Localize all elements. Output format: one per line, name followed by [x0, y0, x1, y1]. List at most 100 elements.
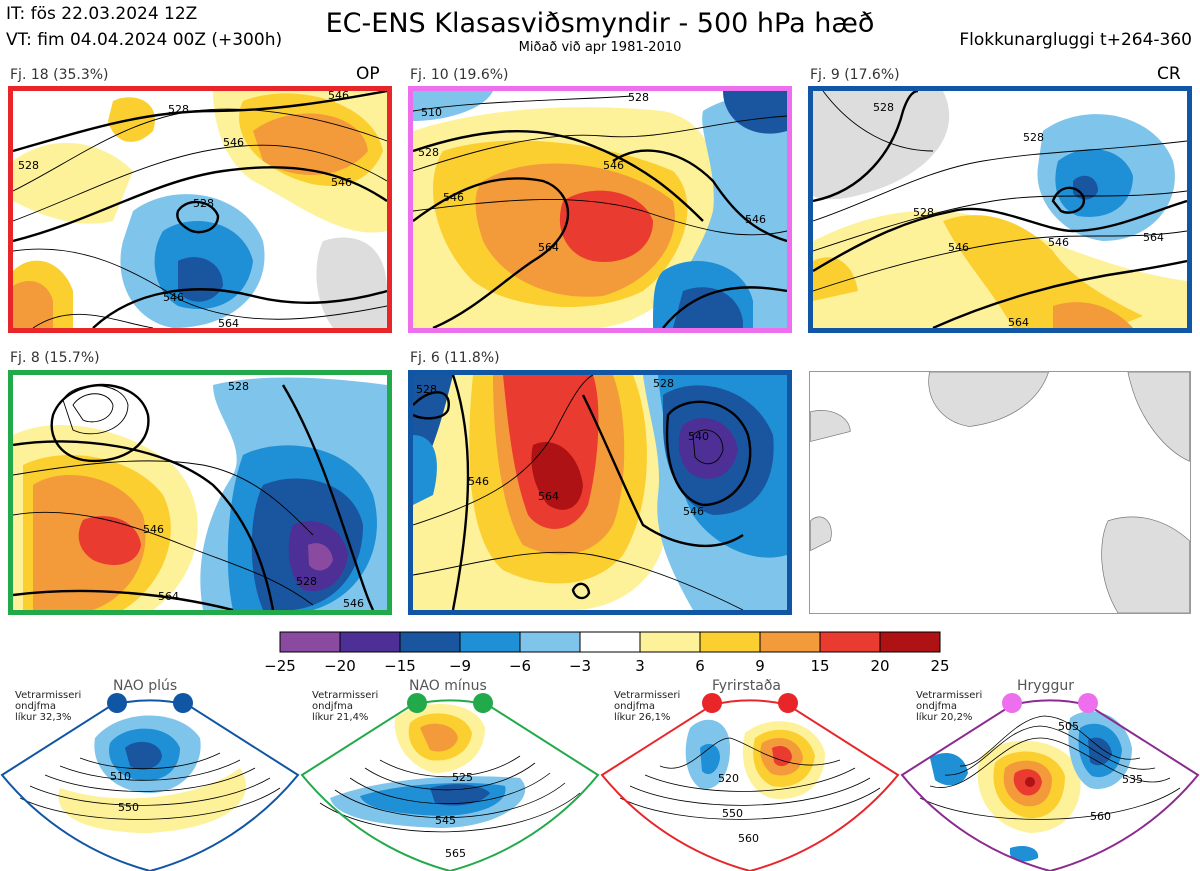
iso-label: 565 — [445, 847, 466, 860]
iso-label: 528 — [913, 206, 934, 219]
iso-label: 546 — [1048, 236, 1069, 249]
empty-map-graphic — [810, 372, 1190, 613]
empty-map-panel — [809, 371, 1191, 614]
iso-label: 528 — [416, 383, 437, 396]
cluster-3-tag: CR — [1157, 64, 1181, 84]
iso-label: 546 — [143, 523, 164, 536]
colorbar-tick-label: 3 — [635, 657, 645, 675]
regime-title: NAO mínus — [409, 678, 487, 694]
regime-dot — [1002, 693, 1022, 713]
regime-title: Fyrirstaða — [712, 678, 781, 694]
iso-label: 545 — [435, 814, 456, 827]
chart-title: EC-ENS Klasasviðsmyndir - 500 hPa hæð — [325, 8, 875, 39]
cluster-4-label: Fj. 8 (15.7%) — [10, 350, 100, 366]
iso-label: 546 — [328, 91, 349, 102]
colorbar-tick-label: 25 — [930, 657, 950, 675]
regime-panel-nao-minus: 525 545 565 NAO mínus Vetrarmisseri ondjf… — [300, 678, 600, 871]
regime-note: Vetrarmisseri ondjfma líkur 32,3% — [15, 690, 82, 723]
iso-label: 528 — [1023, 131, 1044, 144]
colorbar-tick-label: −20 — [324, 657, 356, 675]
iso-label: 546 — [745, 213, 766, 226]
colorbar-tick-label: −3 — [568, 657, 592, 675]
colorbar-tick-label: 6 — [695, 657, 705, 675]
colorbar-tick-label: 9 — [755, 657, 765, 675]
iso-label: 564 — [538, 490, 559, 503]
colorbar-segment — [639, 631, 701, 653]
colorbar-segment — [519, 631, 581, 653]
iso-label: 528 — [228, 380, 249, 393]
cluster-map-3-graphic: 528 528 546 528 546 564 564 — [813, 91, 1187, 328]
colorbar-tick-label: −25 — [264, 657, 296, 675]
iso-label: 528 — [418, 146, 439, 159]
cluster-map-3: 528 528 546 528 546 564 564 — [808, 86, 1192, 333]
iso-label: 546 — [163, 291, 184, 304]
iso-label: 546 — [443, 191, 464, 204]
iso-label: 535 — [1122, 773, 1143, 786]
regime-note: Vetrarmisseri ondjfma líkur 21,4% — [312, 690, 379, 723]
cluster-map-5-graphic: 528 546 564 540 546 528 — [413, 375, 787, 610]
chart-subtitle: Miðað við apr 1981-2010 — [518, 40, 682, 55]
colorbar-segment — [459, 631, 521, 653]
iso-label: 546 — [343, 597, 364, 610]
iso-label: 528 — [873, 101, 894, 114]
regime-title: NAO plús — [113, 678, 178, 694]
iso-label: 546 — [948, 241, 969, 254]
iso-label: 550 — [118, 801, 139, 814]
regime-panel-blocking: 520 550 560 Fyrirstaða Vetrarmisseri ondj… — [600, 678, 900, 871]
colorbar-segment — [339, 631, 401, 653]
cluster-5-label: Fj. 6 (11.8%) — [410, 350, 500, 366]
iso-label: 546 — [468, 475, 489, 488]
regime-dot — [473, 693, 493, 713]
regime-dot — [1078, 693, 1098, 713]
iso-label: 525 — [452, 771, 473, 784]
iso-label: 546 — [683, 505, 704, 518]
iso-label: 528 — [653, 377, 674, 390]
regime-note: Vetrarmisseri ondjfma líkur 26,1% — [614, 690, 681, 723]
regime-map-blocking: 520 550 560 — [600, 693, 900, 871]
iso-label: 564 — [538, 241, 559, 254]
iso-label: 510 — [421, 106, 442, 119]
iso-label: 564 — [158, 590, 179, 603]
cluster-1-tag: OP — [356, 64, 380, 84]
iso-label: 546 — [603, 159, 624, 172]
iso-label: 528 — [628, 91, 649, 104]
valid-time: VT: fim 04.04.2024 00Z (+300h) — [6, 30, 283, 50]
colorbar-tick-label: −9 — [448, 657, 472, 675]
iso-label: 528 — [296, 575, 317, 588]
iso-label: 528 — [193, 197, 214, 210]
iso-label: 505 — [1058, 720, 1079, 733]
colorbar-tick-label: 20 — [870, 657, 890, 675]
regime-dot — [107, 693, 127, 713]
regime-title: Hryggur — [1017, 678, 1074, 694]
iso-label: 546 — [331, 176, 352, 189]
cluster-map-4: 546 564 528 528 546 — [8, 370, 392, 615]
iso-label: 546 — [223, 136, 244, 149]
cluster-map-1-graphic: 528 528 546 546 528 546 546 564 — [13, 91, 387, 328]
regime-map-nao-minus: 525 545 565 — [300, 693, 600, 871]
regime-note: Vetrarmisseri ondjfma líkur 20,2% — [916, 690, 983, 723]
iso-label: 564 — [218, 317, 239, 328]
classification-window: Flokkunargluggi t+264-360 — [959, 30, 1192, 50]
regime-dot — [778, 693, 798, 713]
regime-map-ridge: 505 535 560 — [900, 693, 1200, 871]
colorbar-segment — [399, 631, 461, 653]
iso-label: 564 — [1143, 231, 1164, 244]
init-time: IT: fös 22.03.2024 12Z — [6, 4, 198, 24]
regime-map-nao-plus: 510 550 — [0, 693, 300, 871]
cluster-map-2-graphic: 510 528 546 564 546 546 528 — [413, 91, 787, 328]
cluster-2-label: Fj. 10 (19.6%) — [410, 67, 509, 83]
cluster-map-4-graphic: 546 564 528 528 546 — [13, 375, 387, 610]
iso-label: 560 — [1090, 810, 1111, 823]
cluster-map-5: 528 546 564 540 546 528 — [408, 370, 792, 615]
colorbar-segment — [579, 631, 641, 653]
iso-label: 528 — [168, 103, 189, 116]
cluster-1-label: Fj. 18 (35.3%) — [10, 67, 109, 83]
colorbar — [279, 631, 941, 653]
colorbar-segment — [819, 631, 881, 653]
iso-label: 540 — [688, 430, 709, 443]
colorbar-segment — [759, 631, 821, 653]
iso-label: 510 — [110, 770, 131, 783]
regime-dot — [702, 693, 722, 713]
colorbar-segment — [279, 631, 341, 653]
regime-panel-ridge: 505 535 560 Hryggur Vetrarmisseri ondjfma… — [900, 678, 1200, 871]
